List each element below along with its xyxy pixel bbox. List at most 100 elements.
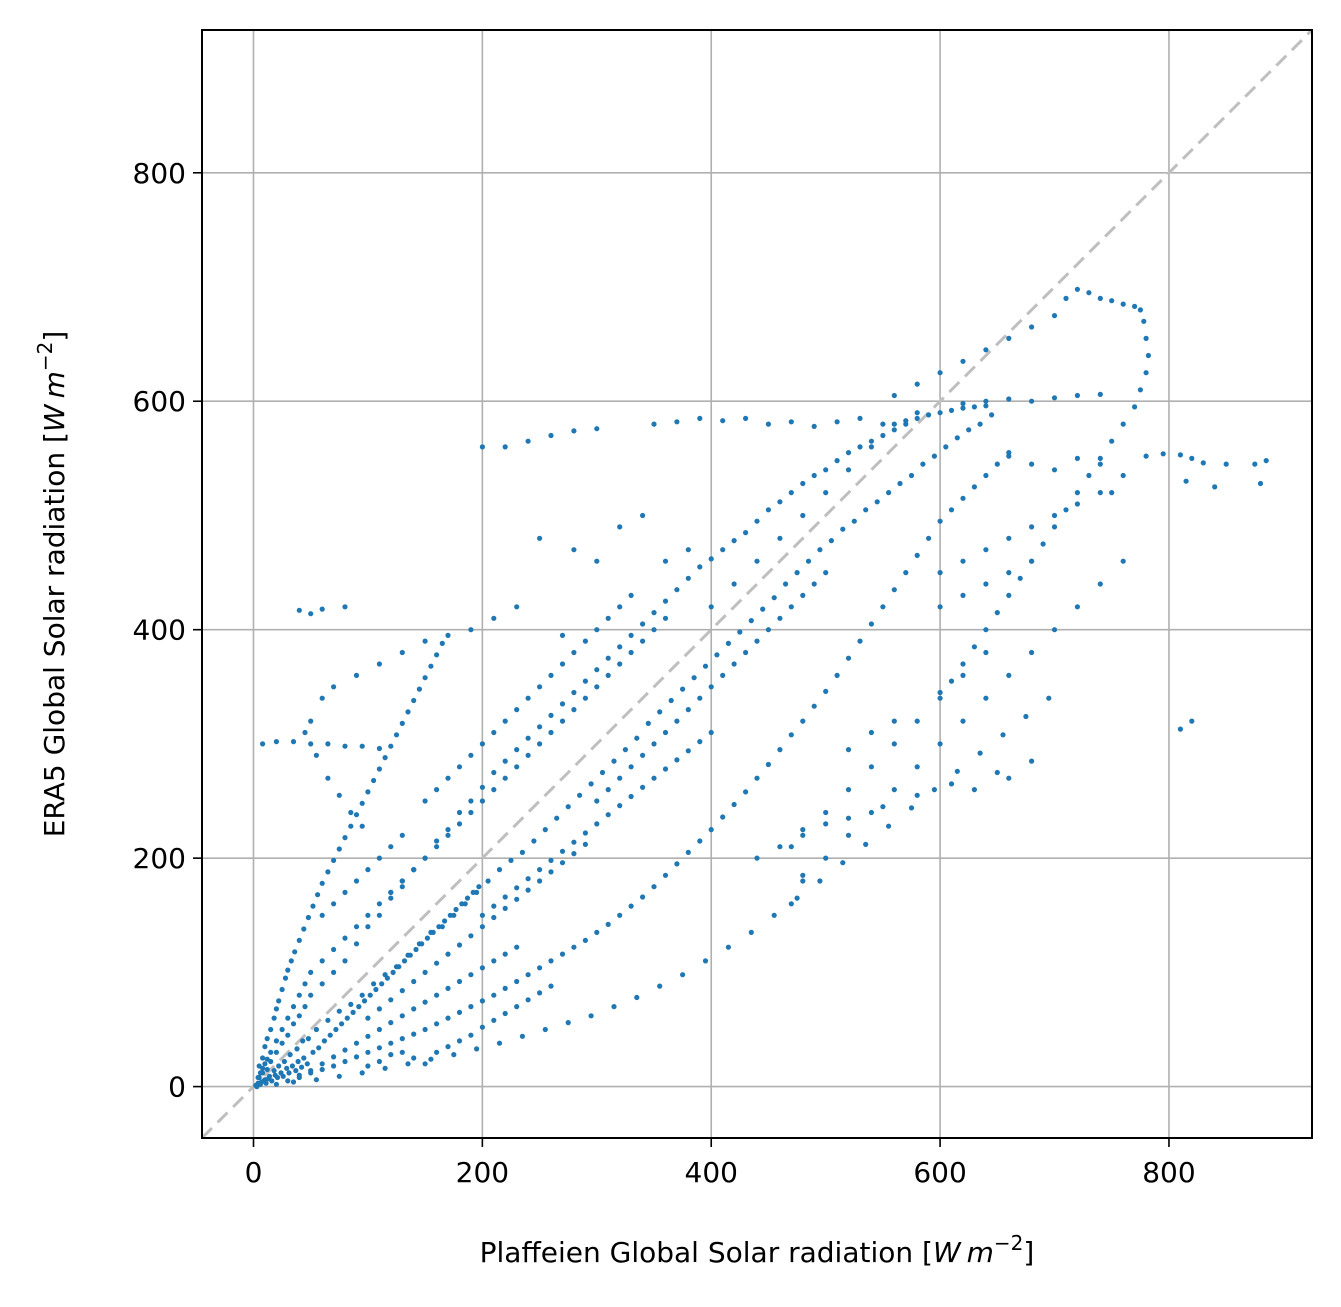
data-point xyxy=(880,604,886,610)
data-point xyxy=(393,732,400,738)
data-point xyxy=(559,848,566,854)
data-point xyxy=(1143,335,1149,341)
data-point xyxy=(436,924,442,930)
data-point xyxy=(943,444,949,450)
data-point xyxy=(399,878,405,884)
data-point xyxy=(662,558,669,564)
data-point xyxy=(983,347,989,353)
data-point xyxy=(571,944,577,950)
data-point xyxy=(459,901,465,907)
data-point xyxy=(754,855,760,861)
data-point xyxy=(605,921,611,928)
data-point xyxy=(617,604,623,610)
data-point xyxy=(479,444,485,450)
data-point xyxy=(445,1044,451,1050)
data-point xyxy=(840,860,846,866)
data-point xyxy=(783,581,789,587)
data-point xyxy=(788,901,794,907)
data-point xyxy=(537,535,543,541)
data-point xyxy=(1051,467,1058,473)
data-point xyxy=(396,964,402,970)
data-point xyxy=(617,644,623,650)
x-tick-label: 800 xyxy=(1142,1156,1195,1189)
data-point xyxy=(401,958,408,964)
data-point xyxy=(304,1061,310,1067)
data-point xyxy=(960,592,966,599)
data-point xyxy=(1063,507,1069,513)
data-point xyxy=(382,1065,388,1071)
data-point xyxy=(863,841,869,848)
data-point xyxy=(720,814,726,820)
data-point xyxy=(828,538,835,544)
data-point xyxy=(502,1010,508,1017)
data-point xyxy=(697,838,703,844)
x-tick-label: 200 xyxy=(456,1156,509,1189)
data-point xyxy=(365,924,371,930)
data-point xyxy=(290,739,297,745)
data-point xyxy=(537,878,543,884)
data-point xyxy=(605,615,611,621)
data-point xyxy=(525,887,531,893)
data-point xyxy=(271,1068,277,1074)
data-point xyxy=(319,1066,325,1073)
data-point xyxy=(794,570,800,576)
data-point xyxy=(514,896,520,902)
y-tick-label: 400 xyxy=(133,614,186,647)
data-point xyxy=(1006,672,1012,679)
data-point xyxy=(365,789,371,795)
data-point xyxy=(1177,452,1183,458)
data-point xyxy=(685,575,691,581)
data-point xyxy=(582,695,589,701)
data-point xyxy=(571,689,577,696)
data-point xyxy=(525,972,531,978)
data-point xyxy=(445,985,451,992)
data-point xyxy=(1006,592,1012,599)
data-point xyxy=(868,438,875,444)
data-point xyxy=(960,672,966,679)
data-point xyxy=(407,952,413,958)
data-point xyxy=(284,1065,290,1071)
data-point xyxy=(977,421,983,427)
data-point xyxy=(1097,461,1103,467)
data-point xyxy=(285,1078,291,1084)
data-point xyxy=(657,709,663,715)
data-point xyxy=(908,805,915,811)
data-point xyxy=(960,558,966,564)
data-point xyxy=(310,903,316,909)
data-point xyxy=(834,672,840,679)
y-axis-label: ERA5 Global Solar radiation [Wm−2] xyxy=(33,331,71,838)
data-point xyxy=(1086,290,1092,296)
data-point xyxy=(525,735,531,741)
data-point xyxy=(260,1055,266,1061)
data-point xyxy=(617,661,623,667)
data-point xyxy=(434,844,440,850)
data-point xyxy=(548,983,554,989)
data-point xyxy=(857,444,863,450)
data-point xyxy=(588,1013,594,1019)
data-point xyxy=(1109,438,1115,444)
data-point xyxy=(373,986,379,993)
data-point xyxy=(376,901,382,907)
data-point xyxy=(260,741,266,747)
data-point xyxy=(308,718,314,724)
data-point xyxy=(359,1070,365,1076)
data-point xyxy=(880,432,886,439)
data-point xyxy=(931,453,938,459)
data-point xyxy=(439,640,445,647)
data-point xyxy=(468,798,474,804)
data-point xyxy=(445,775,451,781)
data-point xyxy=(1137,307,1143,313)
data-point xyxy=(411,697,417,704)
data-point xyxy=(697,415,703,421)
data-point xyxy=(811,423,817,429)
data-point xyxy=(788,844,794,850)
data-point xyxy=(800,827,806,833)
data-point xyxy=(983,403,989,409)
data-point xyxy=(276,1063,282,1069)
data-point xyxy=(287,1052,293,1058)
data-point xyxy=(416,686,422,692)
data-point xyxy=(319,695,325,701)
data-point xyxy=(914,410,920,416)
data-point xyxy=(1063,295,1069,301)
